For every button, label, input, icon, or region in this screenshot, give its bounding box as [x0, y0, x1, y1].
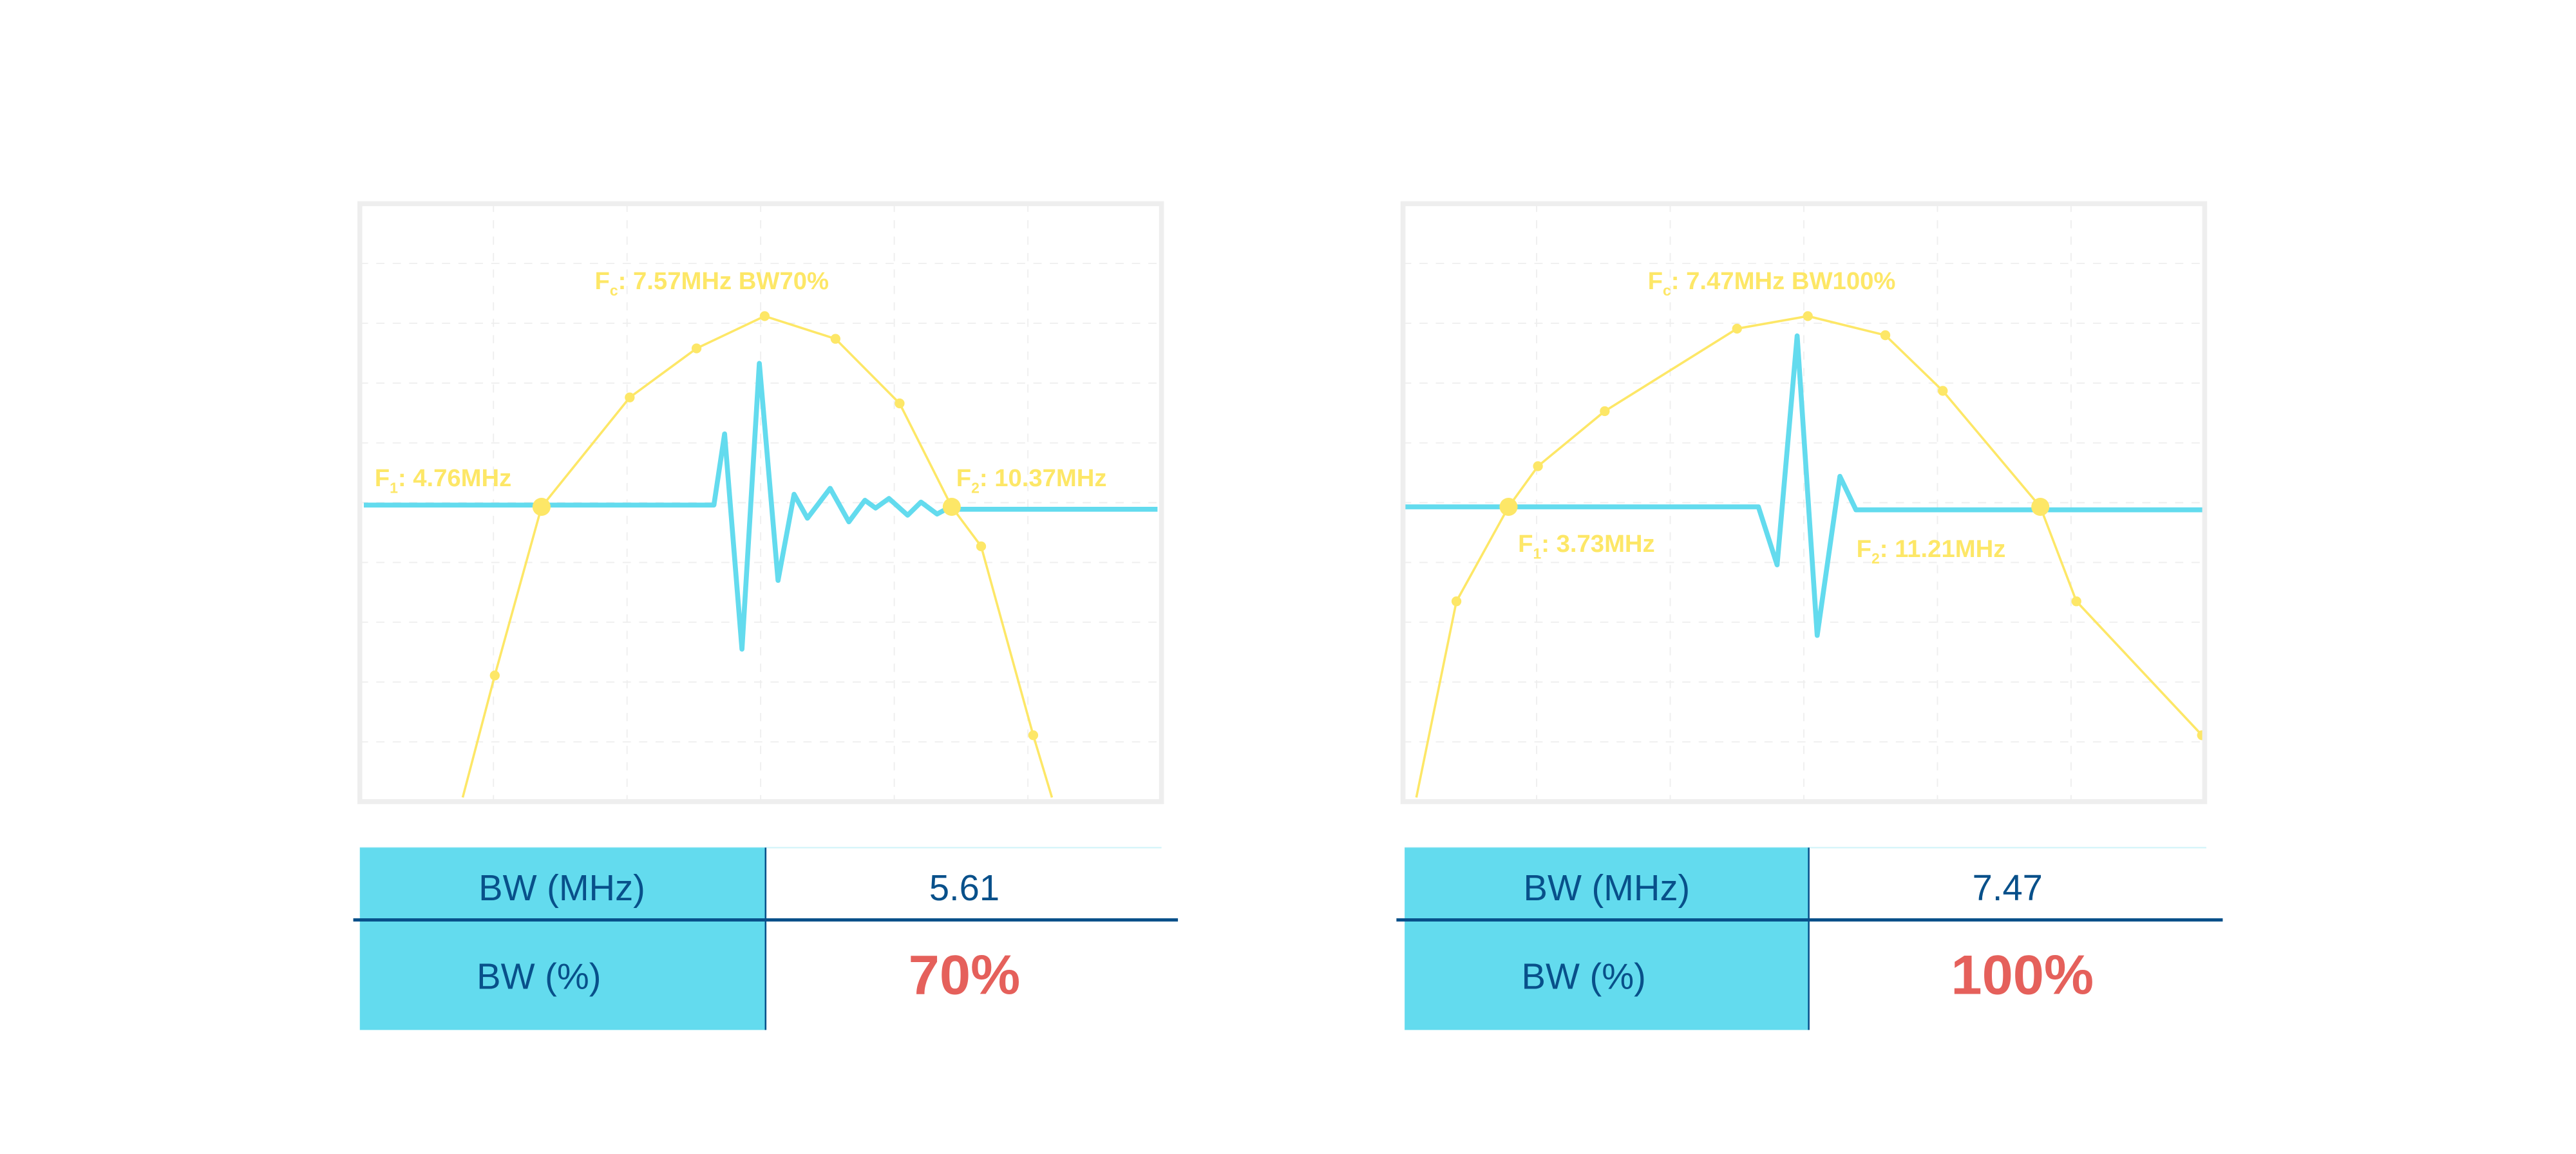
chart-panel-left: Fc: 7.57MHz BW70% F1: 4.76MHz F2: 10.37M… — [353, 201, 1179, 1030]
spectrum-point — [1880, 330, 1891, 341]
spectrum-point — [1533, 461, 1543, 471]
bw-mhz-label: BW (MHz) — [478, 867, 645, 908]
bandwidth-table: BW (MHz) 5.61 BW (%) 70% — [353, 846, 1179, 1030]
fc-label: Fc: 7.47MHz BW100% — [1648, 267, 1896, 299]
f1-label: F1: 4.76MHz — [375, 464, 512, 496]
spectrum-point — [1600, 406, 1610, 417]
spectrum-point — [1451, 596, 1462, 607]
bandwidth-table: BW (MHz) 7.47 BW (%) 100% — [1396, 846, 2223, 1030]
plot-marks — [363, 311, 1158, 798]
plot-marks — [1403, 311, 2207, 798]
spectrum-line — [1415, 315, 2203, 798]
chart-frame — [1400, 201, 2208, 804]
cutoff-point — [1499, 498, 1518, 516]
bw-percent-label: BW (%) — [477, 956, 601, 997]
bw-percent-value: 70% — [909, 943, 1021, 1006]
spectrum-point — [1732, 323, 1742, 334]
spectrum-point — [489, 670, 500, 681]
bw-percent-label: BW (%) — [1522, 956, 1646, 997]
spectrum-point — [1938, 386, 1948, 396]
label-cell-bg — [359, 847, 766, 1030]
spectrum-point — [2071, 596, 2081, 607]
spectrum-point — [1803, 311, 1813, 321]
label-cell-bg — [1405, 847, 1809, 1030]
chart-frame — [357, 201, 1164, 804]
spectrum-point — [691, 343, 702, 354]
grid — [359, 203, 1162, 802]
bw-mhz-label: BW (MHz) — [1524, 867, 1690, 908]
f2-label: F2: 10.37MHz — [956, 464, 1107, 496]
spectrum-point — [976, 541, 987, 552]
signal-waveform-line — [363, 361, 1158, 652]
spectrum-point — [1028, 730, 1039, 741]
bw-percent-value: 100% — [1951, 943, 2094, 1006]
chart-panel-right: Fc: 7.47MHz BW100% F1: 3.73MHz F2: 11.21… — [1396, 201, 2223, 1030]
f1-label: F1: 3.73MHz — [1518, 530, 1655, 562]
spectrum-point — [895, 398, 905, 409]
cutoff-point — [2031, 498, 2050, 516]
spectrum-point — [759, 311, 770, 321]
spectrum-point — [830, 334, 841, 344]
spectrum-line — [461, 314, 1054, 798]
signal-waveform-line — [1403, 333, 2204, 638]
bw-mhz-value: 7.47 — [1973, 867, 2043, 908]
bw-mhz-value: 5.61 — [929, 867, 999, 908]
spectrum-point — [625, 392, 635, 402]
cutoff-point — [532, 498, 551, 516]
fc-label: Fc: 7.57MHz BW70% — [595, 267, 829, 299]
f2-label: F2: 11.21MHz — [1857, 535, 2006, 567]
cutoff-point — [942, 498, 961, 516]
